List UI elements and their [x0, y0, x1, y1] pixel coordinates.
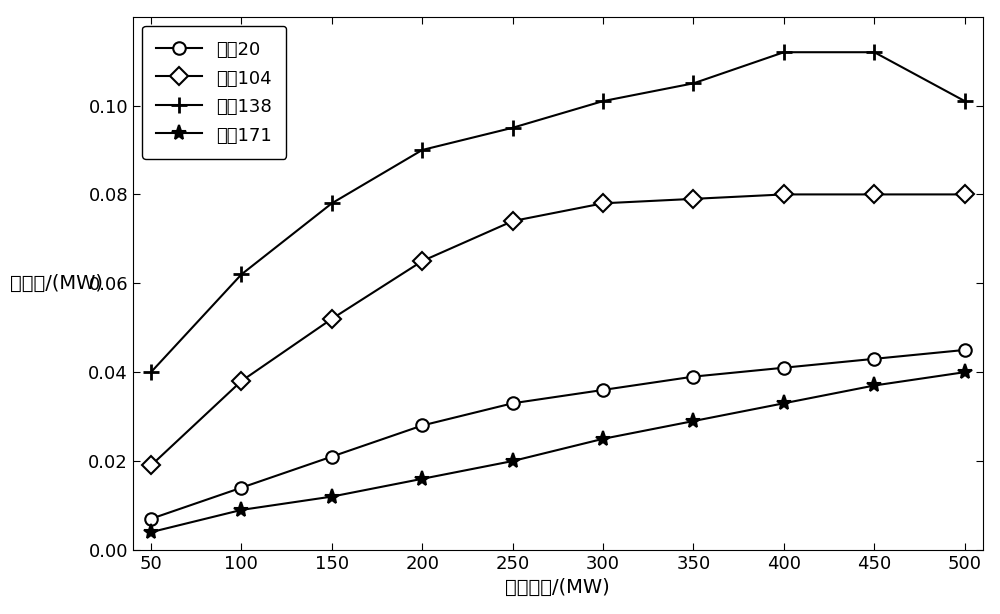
节点171 [687, 418, 699, 425]
节点104 [507, 217, 519, 225]
节点20 [597, 386, 609, 394]
节点104 [416, 257, 428, 265]
Line: 节点104: 节点104 [145, 188, 971, 472]
节点138 [868, 49, 880, 56]
节点20 [235, 484, 247, 491]
节点171 [235, 506, 247, 513]
节点104 [868, 191, 880, 198]
节点20 [507, 400, 519, 407]
节点171 [959, 368, 971, 376]
节点104 [597, 200, 609, 207]
节点171 [326, 493, 338, 500]
节点104 [959, 191, 971, 198]
节点20 [145, 515, 157, 523]
节点20 [416, 422, 428, 429]
Line: 节点138: 节点138 [143, 44, 973, 381]
节点171 [507, 457, 519, 465]
节点20 [868, 355, 880, 362]
节点104 [778, 191, 790, 198]
X-axis label: 光伏容量/(MW): 光伏容量/(MW) [505, 578, 610, 597]
Legend: 节点20, 节点104, 节点138, 节点171: 节点20, 节点104, 节点138, 节点171 [142, 26, 286, 159]
节点138 [326, 200, 338, 207]
节点138 [778, 49, 790, 56]
Line: 节点20: 节点20 [145, 344, 971, 525]
节点104 [687, 195, 699, 203]
节点138 [416, 146, 428, 154]
节点138 [145, 368, 157, 376]
节点138 [687, 80, 699, 87]
节点20 [687, 373, 699, 380]
Line: 节点171: 节点171 [143, 365, 972, 540]
节点171 [778, 400, 790, 407]
节点104 [235, 378, 247, 385]
节点171 [868, 382, 880, 389]
节点138 [597, 98, 609, 105]
节点171 [145, 529, 157, 536]
Text: 标准差/(MW): 标准差/(MW) [10, 274, 103, 293]
节点138 [507, 124, 519, 131]
节点20 [959, 346, 971, 354]
节点20 [326, 453, 338, 460]
节点171 [597, 435, 609, 443]
节点104 [326, 315, 338, 322]
节点20 [778, 364, 790, 371]
节点104 [145, 462, 157, 469]
节点138 [235, 271, 247, 278]
节点171 [416, 475, 428, 483]
节点138 [959, 98, 971, 105]
